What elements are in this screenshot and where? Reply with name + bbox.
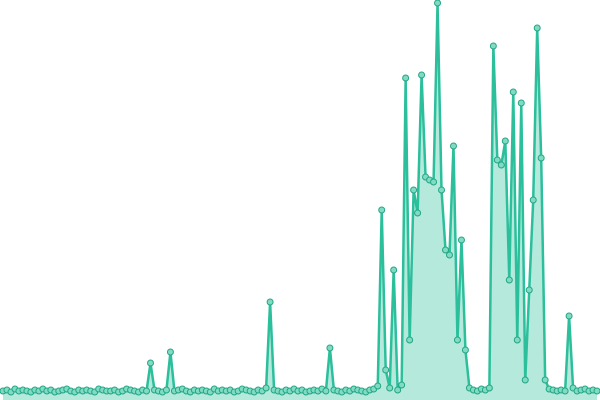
point bbox=[410, 186, 418, 194]
point bbox=[326, 344, 334, 352]
point bbox=[497, 161, 505, 169]
point bbox=[489, 42, 497, 50]
point bbox=[485, 384, 493, 392]
point bbox=[445, 251, 453, 259]
point bbox=[402, 74, 410, 82]
point bbox=[461, 346, 469, 354]
point bbox=[143, 387, 151, 395]
point bbox=[561, 387, 569, 395]
point bbox=[505, 276, 513, 284]
point bbox=[162, 386, 170, 394]
point bbox=[166, 348, 174, 356]
point bbox=[262, 384, 270, 392]
point bbox=[533, 24, 541, 32]
point bbox=[501, 137, 509, 145]
point bbox=[453, 336, 461, 344]
point bbox=[378, 206, 386, 214]
point bbox=[322, 387, 330, 395]
point bbox=[509, 88, 517, 96]
point bbox=[394, 386, 402, 394]
point bbox=[517, 99, 525, 107]
point bbox=[449, 142, 457, 150]
point bbox=[457, 236, 465, 244]
point bbox=[390, 266, 398, 274]
point bbox=[147, 359, 155, 367]
point bbox=[430, 178, 438, 186]
point bbox=[418, 71, 426, 79]
point bbox=[493, 156, 501, 164]
point bbox=[525, 286, 533, 294]
point bbox=[266, 298, 274, 306]
point bbox=[382, 366, 390, 374]
line-area bbox=[3, 3, 597, 400]
point bbox=[374, 382, 382, 390]
point bbox=[438, 186, 446, 194]
point bbox=[434, 0, 442, 7]
point bbox=[398, 381, 406, 389]
point bbox=[541, 376, 549, 384]
point bbox=[406, 336, 414, 344]
point bbox=[537, 154, 545, 162]
point bbox=[529, 196, 537, 204]
point bbox=[414, 209, 422, 217]
point bbox=[593, 387, 600, 395]
point bbox=[521, 376, 529, 384]
point bbox=[442, 246, 450, 254]
point bbox=[386, 384, 394, 392]
point bbox=[565, 312, 573, 320]
point bbox=[513, 336, 521, 344]
